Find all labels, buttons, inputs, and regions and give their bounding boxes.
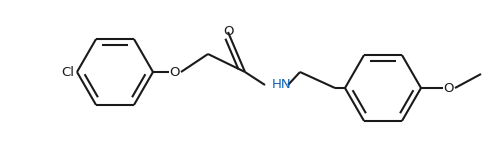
Text: O: O xyxy=(444,81,454,94)
Text: HN: HN xyxy=(272,78,292,92)
Text: Cl: Cl xyxy=(61,66,74,78)
Text: O: O xyxy=(170,66,180,78)
Text: O: O xyxy=(224,25,234,38)
